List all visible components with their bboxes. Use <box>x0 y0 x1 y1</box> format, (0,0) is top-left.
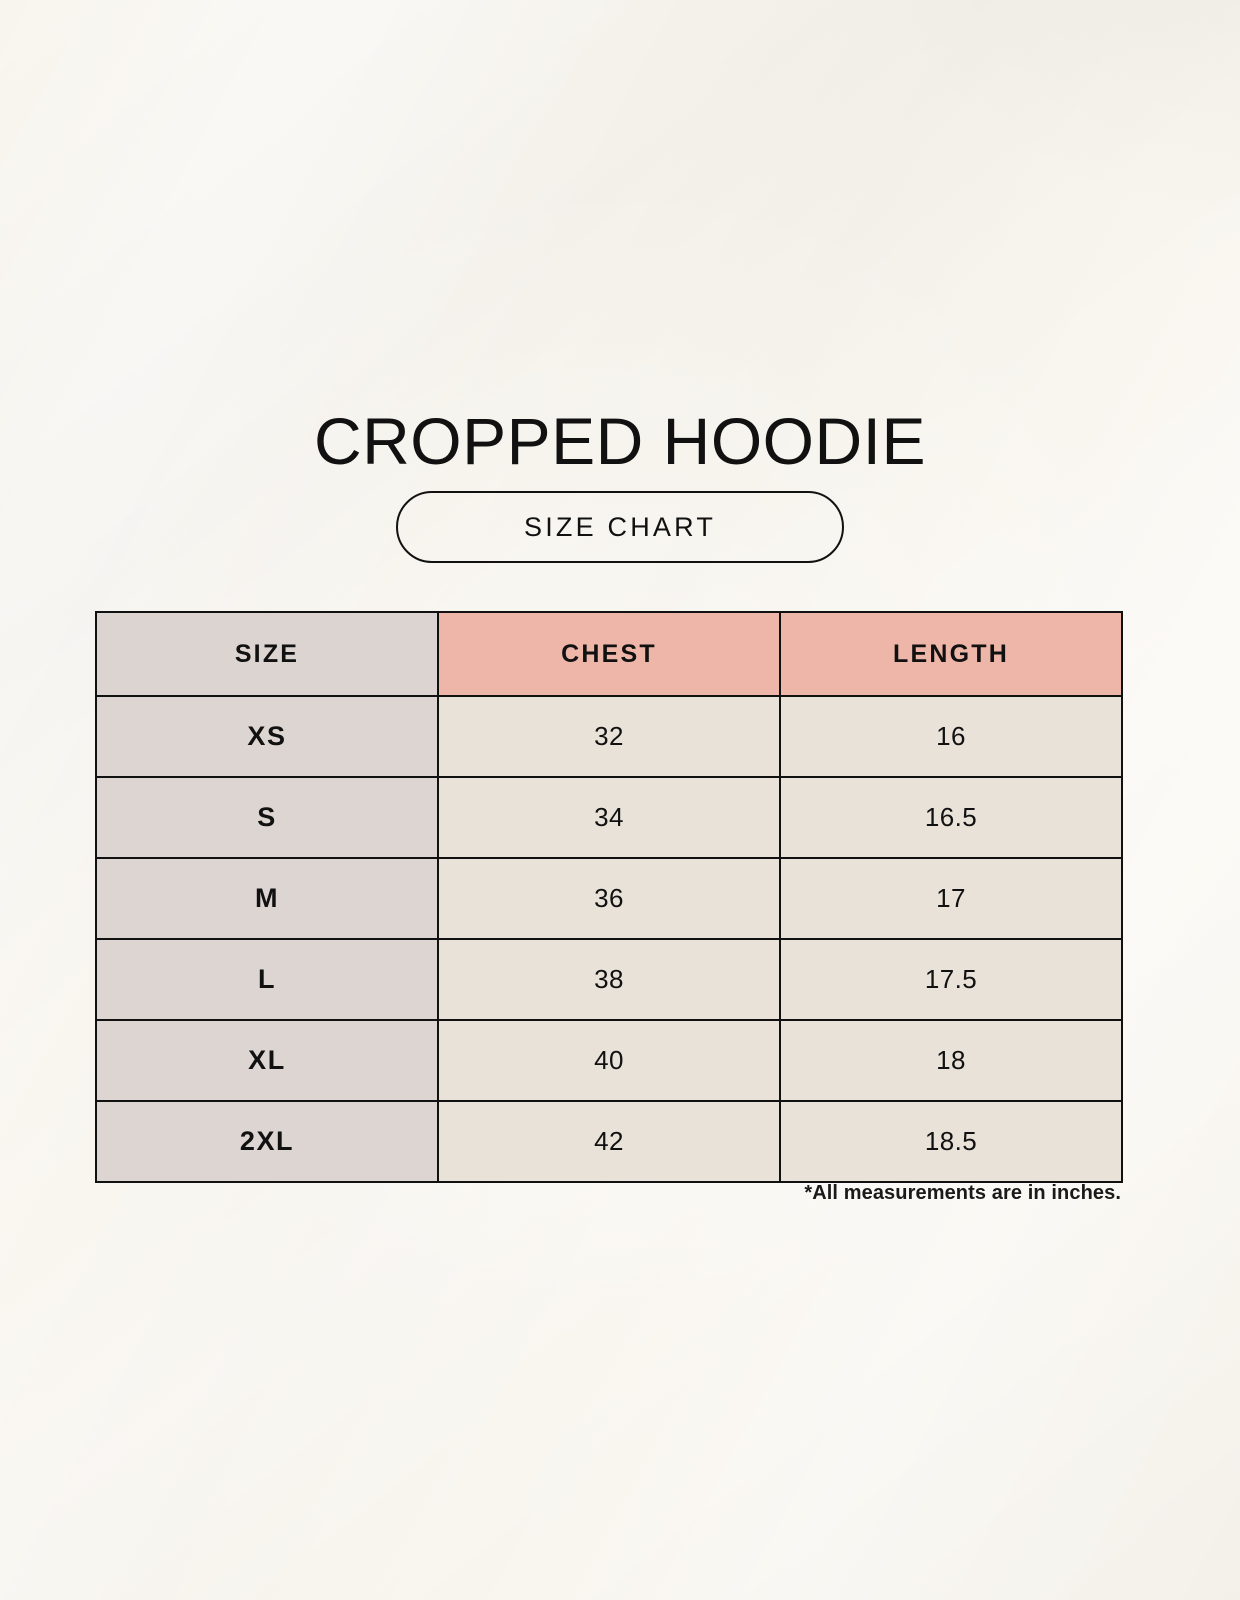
page-title: CROPPED HOODIE <box>313 404 927 479</box>
cell-length: 16.5 <box>779 776 1123 859</box>
size-table-head: SIZE CHEST LENGTH <box>95 611 1123 697</box>
column-header-length: LENGTH <box>779 611 1123 697</box>
table-header-row: SIZE CHEST LENGTH <box>95 611 1123 697</box>
table-row: XL 40 18 <box>95 1019 1123 1102</box>
table-row: M 36 17 <box>95 857 1123 940</box>
cell-size: XS <box>95 695 439 778</box>
size-table-body: XS 32 16 S 34 16.5 M 36 17 L 38 17.5 <box>95 695 1123 1183</box>
cell-length: 18.5 <box>779 1100 1123 1183</box>
cell-chest: 36 <box>437 857 781 940</box>
cell-chest: 34 <box>437 776 781 859</box>
cell-chest: 40 <box>437 1019 781 1102</box>
size-table-wrap: SIZE CHEST LENGTH XS 32 16 S 34 16.5 M <box>95 611 1123 1183</box>
table-row: L 38 17.5 <box>95 938 1123 1021</box>
size-chart-badge-wrap: SIZE CHART <box>0 491 1240 563</box>
table-row: XS 32 16 <box>95 695 1123 778</box>
cell-size: S <box>95 776 439 859</box>
column-header-chest: CHEST <box>437 611 781 697</box>
cell-size: XL <box>95 1019 439 1102</box>
cell-length: 18 <box>779 1019 1123 1102</box>
cell-chest: 32 <box>437 695 781 778</box>
measurements-footnote: *All measurements are in inches. <box>804 1182 1121 1204</box>
cell-length: 17 <box>779 857 1123 940</box>
cell-size: 2XL <box>95 1100 439 1183</box>
size-table: SIZE CHEST LENGTH XS 32 16 S 34 16.5 M <box>95 611 1123 1183</box>
cell-chest: 42 <box>437 1100 781 1183</box>
table-row: 2XL 42 18.5 <box>95 1100 1123 1183</box>
cell-length: 16 <box>779 695 1123 778</box>
cell-size: L <box>95 938 439 1021</box>
size-chart-badge: SIZE CHART <box>396 491 844 563</box>
cell-length: 17.5 <box>779 938 1123 1021</box>
cell-chest: 38 <box>437 938 781 1021</box>
cell-size: M <box>95 857 439 940</box>
column-header-size: SIZE <box>95 611 439 697</box>
table-row: S 34 16.5 <box>95 776 1123 859</box>
